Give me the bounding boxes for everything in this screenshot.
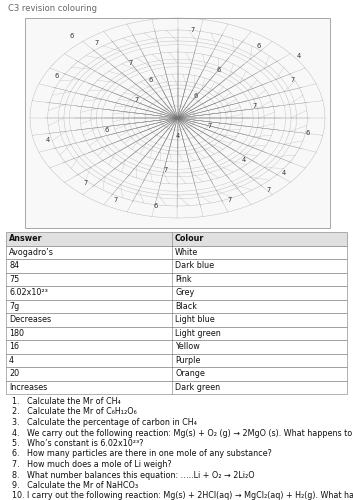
Text: 9.   Calculate the Mr of NaHCO₃: 9. Calculate the Mr of NaHCO₃: [12, 481, 138, 490]
Text: 2.   Calculate the Mr of C₆H₁₂O₆: 2. Calculate the Mr of C₆H₁₂O₆: [12, 408, 137, 416]
Text: Pink: Pink: [175, 275, 192, 284]
Text: 6: 6: [217, 67, 221, 73]
Text: 7: 7: [163, 167, 168, 173]
Text: 8.   What number balances this equation: …..Li + O₂ → 2Li₂O: 8. What number balances this equation: ……: [12, 470, 255, 480]
Text: 7: 7: [113, 197, 118, 203]
Text: 16: 16: [9, 342, 19, 351]
Text: 7: 7: [267, 187, 271, 193]
Text: 5.   Who’s constant is 6.02x10²³?: 5. Who’s constant is 6.02x10²³?: [12, 439, 144, 448]
Text: Light blue: Light blue: [175, 316, 215, 324]
Text: 6: 6: [257, 43, 261, 49]
Text: 6.02x10²³: 6.02x10²³: [9, 288, 48, 297]
Bar: [6, 354, 347, 367]
Text: 7: 7: [208, 123, 212, 129]
Text: 4.   We carry out the following reaction: Mg(s) + O₂ (g) → 2MgO (s). What happen: 4. We carry out the following reaction: …: [12, 428, 353, 438]
Text: Purple: Purple: [175, 356, 201, 365]
Text: White: White: [175, 248, 198, 257]
Text: 6: 6: [54, 73, 59, 79]
Text: 4: 4: [46, 137, 50, 143]
Text: Black: Black: [175, 302, 197, 310]
Text: 6: 6: [305, 130, 310, 136]
Text: 4: 4: [9, 356, 14, 365]
Text: Orange: Orange: [175, 369, 205, 378]
Text: Avogadro’s: Avogadro’s: [9, 248, 54, 257]
Bar: [6, 340, 347, 353]
Bar: [6, 313, 347, 326]
Text: 84: 84: [9, 261, 19, 270]
Text: 7: 7: [94, 40, 98, 46]
Text: 20: 20: [9, 369, 19, 378]
Text: 7: 7: [252, 103, 256, 109]
Bar: [6, 326, 347, 340]
Bar: [6, 300, 347, 313]
Text: 7: 7: [134, 97, 138, 103]
Bar: [6, 286, 347, 300]
Text: 7: 7: [84, 180, 88, 186]
Bar: [6, 259, 347, 272]
Text: 7g: 7g: [9, 302, 19, 310]
Text: Increases: Increases: [9, 383, 47, 392]
Text: Colour: Colour: [175, 234, 204, 243]
Text: 4: 4: [282, 170, 286, 176]
Bar: [6, 367, 347, 380]
Text: Light green: Light green: [175, 329, 221, 338]
Text: 1.   Calculate the Mr of CH₄: 1. Calculate the Mr of CH₄: [12, 397, 121, 406]
Text: 7.   How much does a mole of Li weigh?: 7. How much does a mole of Li weigh?: [12, 460, 172, 469]
Text: Grey: Grey: [175, 288, 194, 297]
Text: 180: 180: [9, 329, 24, 338]
Text: 6: 6: [104, 127, 109, 133]
Text: Yellow: Yellow: [175, 342, 200, 351]
Text: 7: 7: [128, 60, 132, 66]
Bar: [6, 232, 347, 245]
Text: C3 revision colouring: C3 revision colouring: [8, 4, 97, 13]
Text: Dark blue: Dark blue: [175, 261, 214, 270]
Text: 7: 7: [291, 77, 295, 83]
Text: 75: 75: [9, 275, 19, 284]
Text: 3.   Calculate the percentage of carbon in CH₄: 3. Calculate the percentage of carbon in…: [12, 418, 197, 427]
Text: 6: 6: [153, 203, 157, 209]
Text: 7: 7: [227, 197, 231, 203]
Text: 7: 7: [190, 27, 195, 33]
Bar: [25, 18, 330, 228]
Text: 6: 6: [69, 33, 73, 39]
Text: 4: 4: [242, 157, 246, 163]
Bar: [6, 272, 347, 286]
Text: 4: 4: [175, 133, 180, 139]
Bar: [6, 380, 347, 394]
Text: 4: 4: [296, 53, 300, 59]
Text: Answer: Answer: [9, 234, 43, 243]
Text: Dark green: Dark green: [175, 383, 220, 392]
Text: 10. I carry out the following reaction: Mg(s) + 2HCl(aq) → MgCl₂(aq) + H₂(g). Wh: 10. I carry out the following reaction: …: [12, 492, 353, 500]
Text: 6: 6: [149, 77, 153, 83]
Text: Decreases: Decreases: [9, 316, 51, 324]
Text: 6.   How many particles are there in one mole of any substance?: 6. How many particles are there in one m…: [12, 450, 272, 458]
Bar: [6, 246, 347, 259]
Text: 6: 6: [193, 93, 197, 99]
